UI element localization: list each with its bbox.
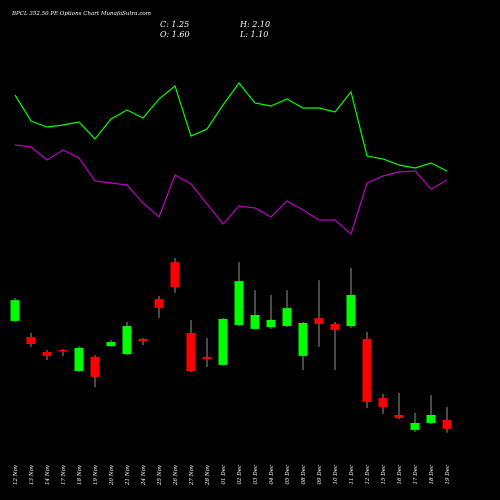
x-tick-label: 04 Dec [269, 465, 275, 485]
chart-title: BPCL 352.50 PE Options Chart MunafaSutra… [11, 11, 151, 17]
candle-body [346, 294, 356, 327]
x-tick-label: 14 Nov [45, 464, 51, 485]
x-tick-label: 11 Dec [349, 465, 355, 485]
x-tick-label: 08 Dec [301, 465, 307, 485]
x-tick-label: 27 Nov [189, 464, 195, 486]
x-tick-label: 26 Nov [173, 464, 179, 486]
candle-body [106, 342, 116, 347]
x-tick-label: 20 Nov [109, 464, 115, 486]
candle-body [138, 338, 148, 341]
low-label: L: 1.10 [239, 30, 268, 39]
x-tick-label: 28 Nov [205, 464, 211, 486]
line-series [14, 144, 448, 236]
x-tick-label: 18 Dec [429, 465, 435, 485]
x-tick-label: 17 Dec [413, 465, 419, 485]
x-tick-label: 09 Dec [317, 465, 323, 485]
candle-body [58, 349, 68, 352]
x-tick-label: 12 Nov [13, 464, 19, 485]
candle-body [298, 322, 308, 356]
x-tick-label: 17 Nov [61, 464, 67, 485]
candle-body [266, 319, 276, 328]
high-label: H: 2.10 [239, 20, 270, 29]
close-label: C: 1.25 [160, 20, 189, 29]
candle-body [122, 326, 132, 355]
candle-body [186, 333, 196, 372]
candle-body [410, 422, 420, 430]
x-tick-label: 16 Dec [397, 465, 403, 485]
x-tick-label: 21 Nov [125, 464, 131, 486]
candle-body [234, 281, 244, 326]
line-series [14, 82, 448, 172]
x-tick-label: 25 Nov [157, 464, 163, 486]
x-tick-label: 19 Nov [93, 464, 99, 485]
candle-body [250, 315, 260, 329]
x-tick-label: 01 Dec [221, 465, 227, 485]
candle-body [74, 347, 84, 372]
x-tick-label: 18 Nov [77, 464, 83, 485]
x-tick-label: 13 Nov [29, 464, 35, 485]
candle-body [202, 356, 212, 359]
candle-body [378, 398, 388, 408]
x-tick-label: 02 Dec [237, 465, 243, 485]
candle-body [362, 338, 372, 402]
candle-body [170, 262, 180, 288]
candle-body [442, 419, 452, 429]
candle-body [10, 300, 20, 321]
x-tick-label: 12 Dec [365, 465, 371, 485]
x-tick-label: 24 Nov [141, 464, 147, 486]
candle-body [154, 299, 164, 309]
candle-body [426, 414, 436, 423]
x-tick-label: 19 Dec [445, 465, 451, 485]
x-tick-label: 15 Dec [381, 465, 387, 485]
candle-body [394, 414, 404, 419]
candle-body [314, 318, 324, 325]
candle-body [218, 318, 228, 365]
candle-body [42, 352, 52, 356]
x-tick-label: 03 Dec [253, 465, 259, 485]
x-tick-label: 05 Dec [285, 465, 291, 485]
candle-body [330, 324, 340, 330]
candle-body [26, 337, 36, 345]
candle-body [282, 308, 292, 327]
x-tick-label: 10 Dec [333, 465, 339, 485]
candle-body [90, 356, 100, 377]
open-label: O: 1.60 [160, 30, 190, 39]
